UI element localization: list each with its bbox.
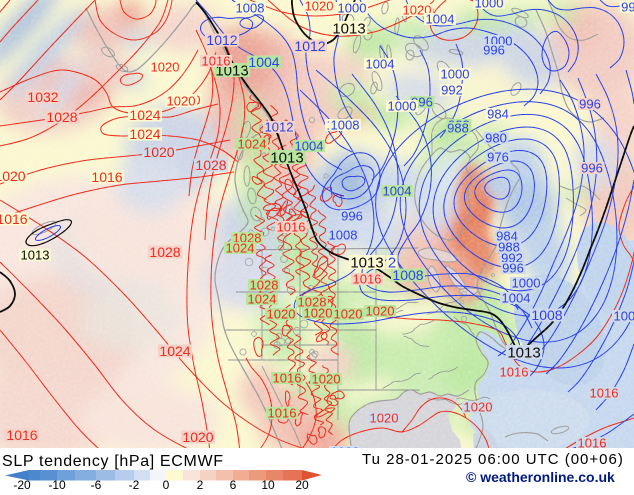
svg-text:-10: -10 (48, 478, 66, 490)
svg-text:Tu 28-01-2025 06:00 UTC (00+06: Tu 28-01-2025 06:00 UTC (00+06) (362, 451, 624, 468)
svg-text:10: 10 (261, 478, 275, 490)
svg-text:2: 2 (197, 478, 204, 490)
svg-text:-20: -20 (13, 478, 31, 490)
svg-text:6: 6 (230, 478, 237, 490)
svg-text:-6: -6 (91, 478, 102, 490)
svg-text:SLP tendency [hPa] ECMWF: SLP tendency [hPa] ECMWF (2, 453, 224, 470)
svg-text:20: 20 (295, 478, 309, 490)
svg-text:© weatheronline.co.uk: © weatheronline.co.uk (466, 469, 615, 485)
svg-text:0: 0 (163, 478, 170, 490)
svg-text:-2: -2 (129, 478, 140, 490)
